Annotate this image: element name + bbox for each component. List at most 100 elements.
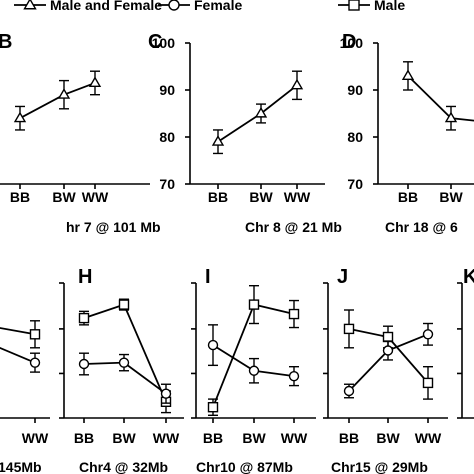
y-tick-label: 70 — [347, 176, 363, 192]
chart-panel: BB BW WW H Chr4 @ 32Mb — [59, 266, 184, 474]
data-series — [78, 352, 172, 404]
y-tick-label: 100 — [152, 35, 176, 51]
series-line — [407, 75, 474, 122]
x-tick-label: BB — [339, 430, 359, 446]
data-point — [13, 111, 27, 123]
y-tick-label: 90 — [347, 82, 363, 98]
data-point — [254, 106, 268, 118]
y-tick-label: 90 — [159, 82, 175, 98]
data-point — [422, 377, 434, 389]
legend-marker — [348, 0, 360, 11]
chart-panels: BB BW WW Bhr 7 @ 101 Mb 70 80 90 100 BB BW WW C Chr … — [0, 31, 474, 474]
y-tick-label: 100 — [340, 35, 364, 51]
x-tick-label: BW — [52, 189, 76, 205]
legend-marker — [168, 0, 180, 11]
x-tick-label: WW — [415, 430, 442, 446]
chart-panel: K — [457, 266, 474, 419]
legend-entry: Male and Female — [14, 0, 162, 13]
data-point — [78, 358, 90, 370]
legend-entry: Male — [338, 0, 405, 13]
panel-letter: C — [148, 31, 162, 53]
x-tick-label: WW — [281, 430, 308, 446]
x-tick-label: BW — [249, 189, 273, 205]
panel-title: Chr 8 @ 21 Mb — [245, 219, 342, 235]
legend-marker — [23, 0, 37, 10]
data-series — [0, 346, 41, 373]
x-tick-label: BB — [74, 430, 94, 446]
data-series — [211, 70, 304, 155]
legend-label: Female — [194, 0, 242, 13]
chart-panel: BB BW WW I Chr10 @ 87Mb — [191, 266, 316, 474]
data-point — [57, 88, 71, 99]
panel-letter: B — [0, 31, 12, 53]
data-point — [118, 357, 130, 368]
legend-entry: Female — [158, 0, 242, 13]
data-point — [382, 331, 394, 343]
data-point — [343, 385, 355, 397]
data-point — [401, 69, 415, 80]
series-line — [0, 327, 36, 336]
x-tick-label: BB — [398, 189, 418, 205]
data-point — [288, 308, 300, 320]
x-tick-label: BW — [376, 430, 400, 446]
x-tick-label: BW — [242, 430, 266, 446]
y-tick-label: 70 — [159, 176, 175, 192]
panel-title: hr 7 @ 101 Mb — [66, 219, 161, 235]
data-point — [78, 312, 90, 324]
data-point — [207, 402, 219, 413]
panel-letter: H — [78, 266, 92, 288]
data-series — [401, 61, 474, 131]
data-point — [248, 299, 260, 310]
data-point — [207, 339, 219, 351]
data-point — [160, 388, 172, 399]
data-series — [0, 320, 41, 349]
data-point — [88, 76, 102, 88]
data-point — [29, 329, 41, 340]
data-point — [422, 329, 434, 340]
data-point — [211, 135, 225, 146]
chart-panel: WW 145Mb — [0, 320, 50, 474]
legend: Male and Female Female Male — [14, 0, 405, 13]
chart-panel: BB BW WW Bhr 7 @ 101 Mb — [0, 31, 161, 235]
legend-label: Male — [374, 0, 405, 13]
chart-panel: BB BW WW J Chr15 @ 29Mb — [323, 266, 448, 474]
x-tick-label: WW — [284, 189, 311, 205]
data-point — [382, 345, 394, 356]
panel-letter: I — [205, 266, 211, 288]
data-series — [343, 322, 434, 399]
x-tick-label: WW — [82, 189, 109, 205]
data-point — [288, 370, 300, 382]
x-tick-label: BB — [203, 430, 223, 446]
data-series — [78, 298, 172, 414]
x-tick-label: WW — [22, 430, 49, 446]
panel-letter: K — [463, 266, 474, 288]
panel-title: Chr10 @ 87Mb — [196, 459, 293, 474]
panel-letter: J — [337, 266, 348, 288]
x-tick-label: BB — [208, 189, 228, 205]
x-tick-label: BB — [10, 189, 30, 205]
data-point — [444, 111, 458, 123]
panel-letter: D — [342, 31, 356, 53]
x-tick-label: BW — [112, 430, 136, 446]
series-line — [0, 346, 36, 364]
y-tick-label: 80 — [159, 129, 175, 145]
data-point — [290, 78, 304, 90]
series-line — [83, 303, 167, 403]
data-series — [207, 324, 300, 387]
x-tick-label: WW — [153, 430, 180, 446]
chart-panel: 70 80 90 100 BB BW WW C Chr 8 @ 21 Mb — [148, 31, 342, 235]
legend-label: Male and Female — [50, 0, 162, 13]
data-point — [343, 323, 355, 335]
data-series — [207, 285, 300, 416]
data-point — [118, 299, 130, 310]
data-series — [13, 70, 102, 131]
panel-title: Chr15 @ 29Mb — [331, 459, 428, 474]
panel-title: 145Mb — [0, 459, 42, 474]
panel-title: Chr4 @ 32Mb — [79, 459, 168, 474]
x-tick-label: BW — [439, 189, 463, 205]
chart-panel: 708090100BBBWWWDChr 18 @ 6 — [340, 31, 474, 235]
y-tick-label: 80 — [347, 129, 363, 145]
data-point — [29, 357, 41, 368]
panel-title: Chr 18 @ 6 — [385, 219, 458, 235]
